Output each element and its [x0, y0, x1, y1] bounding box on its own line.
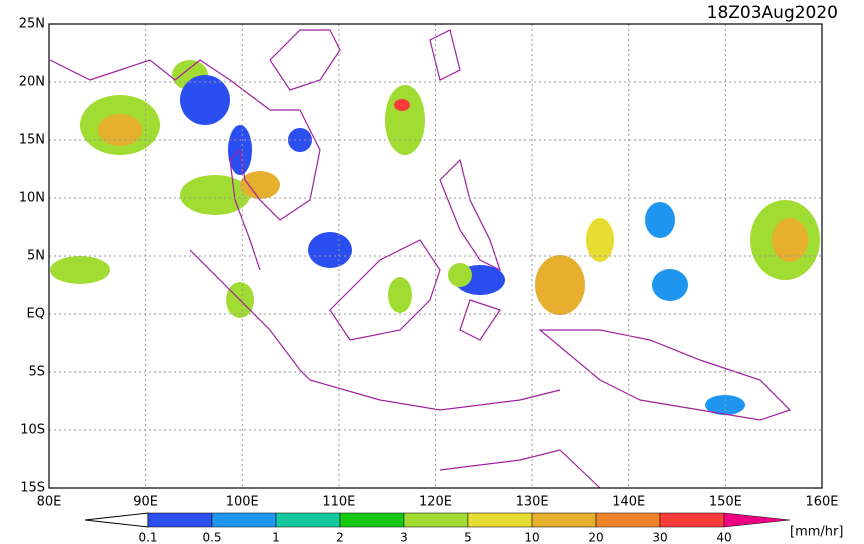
lat-label: 15N: [19, 133, 45, 148]
colorbar-label: 30: [652, 531, 667, 544]
timestamp: 18Z03Aug2020: [707, 3, 838, 23]
lat-label: 25N: [19, 17, 45, 32]
colorbar-swatch: [147, 512, 213, 528]
colorbar-unit: [mm/hr]: [790, 525, 843, 540]
graticule: [49, 24, 822, 488]
colorbar-label: 0.1: [138, 531, 157, 544]
lon-label: 80E: [37, 495, 62, 510]
lon-label: 120E: [419, 495, 452, 510]
colorbar: 0.1 0.5 1 2 3 5 10 20 30 40: [84, 512, 791, 544]
lon-label: 90E: [133, 495, 158, 510]
lon-label: 110E: [322, 495, 355, 510]
colorbar-swatch: [211, 512, 277, 528]
lat-label: 20N: [19, 75, 45, 90]
plot-frame: [48, 23, 823, 489]
colorbar-label: 40: [716, 531, 731, 544]
lon-label: 150E: [709, 495, 742, 510]
precip-areas: [50, 60, 820, 415]
lat-label: 5S: [28, 365, 45, 380]
colorbar-label: 10: [524, 531, 539, 544]
colorbar-swatch: [275, 512, 341, 528]
colorbar-swatch: [531, 512, 597, 528]
colorbar-label: 20: [588, 531, 603, 544]
colorbar-swatch: [659, 512, 725, 528]
lon-label: 100E: [226, 495, 259, 510]
colorbar-swatch: [339, 512, 405, 528]
colorbar-label: 5: [464, 531, 472, 544]
coastlines: [49, 29, 792, 489]
colorbar-swatch: [467, 512, 533, 528]
colorbar-swatch: [403, 512, 469, 528]
lon-label: 130E: [516, 495, 549, 510]
colorbar-low-triangle: [84, 512, 149, 528]
lat-label: 10N: [19, 191, 45, 206]
lat-label: EQ: [27, 307, 45, 322]
colorbar-swatch: [595, 512, 661, 528]
colorbar-label: 2: [336, 531, 344, 544]
colorbar-label: 3: [400, 531, 408, 544]
lon-label: 140E: [612, 495, 645, 510]
lat-label: 15S: [20, 481, 45, 496]
colorbar-high-triangle: [723, 512, 791, 528]
colorbar-label: 0.5: [202, 531, 221, 544]
lat-label: 5N: [27, 249, 45, 264]
colorbar-label: 1: [272, 531, 280, 544]
lat-label: 10S: [20, 423, 45, 438]
lon-label: 160E: [805, 495, 838, 510]
